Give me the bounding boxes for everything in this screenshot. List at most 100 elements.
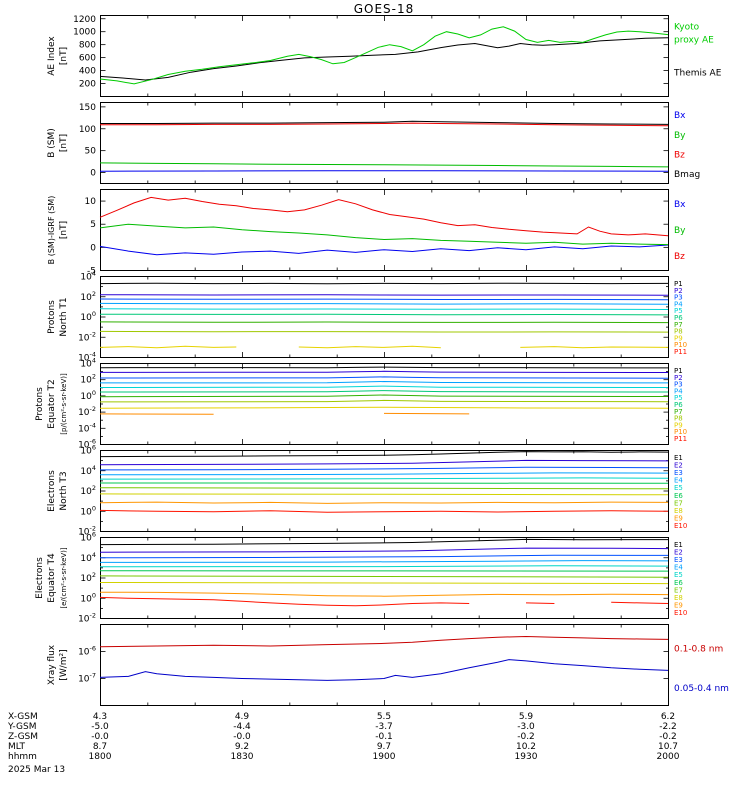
legend-proxy-AE: proxy AE xyxy=(674,36,714,46)
legend-Themis-AE: Themis AE xyxy=(673,68,722,78)
y-tick-label: 100 xyxy=(80,504,96,517)
legend-E7: E7 xyxy=(674,586,683,594)
axis-value-Z-GSM-4: -0.2 xyxy=(659,732,677,742)
legend-E6: E6 xyxy=(674,579,683,587)
series-P7 xyxy=(99,394,669,398)
series-E2 xyxy=(99,459,669,466)
panel-ae-index: 200 400 600 800 1000 1200 AE Index [nT] Kyoto pro… xyxy=(47,15,722,97)
legend-P10: P10 xyxy=(674,341,687,349)
legend-Bz: Bz xyxy=(674,252,685,262)
panel-protons-equator-t2: 10-6 10-4 10-2 100 102 104 Protons Equator T2 [p… xyxy=(35,357,687,451)
y-tick-label: 800 xyxy=(79,41,96,51)
axis-value-Z-GSM-3: -0.2 xyxy=(517,732,535,742)
y-axis-title: [e/(cm²-s-sr-keV)] xyxy=(60,547,68,609)
legend-E5: E5 xyxy=(674,571,683,579)
panel-frame xyxy=(100,363,669,445)
panel-b-sm-igrf: -5 0 5 10 B (SM)-IGRF (SM) [nT] Bx By Bz xyxy=(47,189,686,277)
y-tick-label: 106 xyxy=(80,444,96,457)
axis-value-MLT-4: 10.7 xyxy=(657,742,679,752)
series-P3 xyxy=(99,298,669,301)
series-Bmag xyxy=(100,120,669,125)
legend-Bmag: Bmag xyxy=(674,170,700,180)
legend-E2: E2 xyxy=(674,549,683,557)
axis-value-hhmm-2: 1900 xyxy=(372,752,396,762)
legend-P3: P3 xyxy=(674,381,683,389)
legend-P7: P7 xyxy=(674,408,683,416)
y-tick-label: 0 xyxy=(90,243,96,253)
series-E5 xyxy=(99,565,669,568)
panel-electrons-equator-t4: 10-2 100 102 104 106 Electrons Equator T4 [e/(c… xyxy=(35,531,687,625)
y-tick-label: 10-2 xyxy=(78,405,96,418)
series-By xyxy=(99,223,669,246)
y-tick-label: 104 xyxy=(80,551,96,564)
series-E3 xyxy=(99,554,669,559)
legend-P2: P2 xyxy=(674,374,683,382)
legend-P5: P5 xyxy=(674,307,683,315)
y-axis-title: North T1 xyxy=(59,297,69,336)
legend-E3: E3 xyxy=(674,556,683,564)
y-tick-label: 102 xyxy=(80,290,96,303)
panel-frame xyxy=(100,102,669,184)
legend-Bx: Bx xyxy=(674,200,686,210)
y-tick-label: 10-2 xyxy=(78,525,96,538)
axis-value-Z-GSM-0: -0.0 xyxy=(91,732,109,742)
y-axis-title: Electrons xyxy=(35,557,45,599)
series-E5 xyxy=(99,477,669,480)
series-P3 xyxy=(99,376,669,379)
panel-protons-north-t1: 10-4 10-2 100 102 104 Protons North T1 P1P2P3P4… xyxy=(47,270,687,364)
axis-value-MLT-2: 9.7 xyxy=(376,742,392,752)
panel-frame xyxy=(100,276,669,358)
series-E1 xyxy=(99,538,669,546)
axis-value-X-GSM-1: 4.9 xyxy=(234,712,250,722)
legend-P9: P9 xyxy=(674,334,683,342)
series-E8 xyxy=(99,582,669,585)
legend-P9: P9 xyxy=(674,421,683,429)
legend-E3: E3 xyxy=(674,469,683,477)
series-P2 xyxy=(99,370,669,373)
legend-P10: P10 xyxy=(674,428,687,436)
y-axis-title: [nT] xyxy=(59,47,69,65)
x-axis-block: 2025 Mar 13 X-GSM 4.3 4.9 5.5 5.9 6.2 Y-GSM -5.… xyxy=(0,712,750,797)
series-P7 xyxy=(99,321,669,324)
series-Kyoto-proxy-AE xyxy=(99,26,669,85)
series-E4 xyxy=(99,472,669,476)
legend-E9: E9 xyxy=(674,514,683,522)
series-P5 xyxy=(99,308,669,310)
y-tick-label: 200 xyxy=(79,80,96,90)
y-tick-label: 104 xyxy=(80,270,96,283)
legend-E1: E1 xyxy=(674,541,683,549)
legend-P8: P8 xyxy=(674,415,683,423)
legend-0.1-0.8-nm: 0.1-0.8 nm xyxy=(674,645,723,655)
legend-E4: E4 xyxy=(674,477,683,485)
series-E9 xyxy=(99,501,669,504)
legend-P6: P6 xyxy=(674,314,683,322)
y-tick-label: 10-4 xyxy=(78,351,96,364)
axis-row-label-hhmm: hhmm xyxy=(8,752,37,762)
legend-P11: P11 xyxy=(674,348,687,356)
series-P4 xyxy=(99,380,669,384)
y-axis-title: [p/(cm²-s-sr-keV)] xyxy=(60,373,68,435)
series-P2 xyxy=(99,294,669,296)
series-E9 xyxy=(99,591,669,597)
y-axis-title: Electrons xyxy=(47,470,57,512)
series-Bz xyxy=(99,196,669,237)
legend-Bx: Bx xyxy=(674,111,686,121)
legend-P8: P8 xyxy=(674,328,683,336)
axis-value-hhmm-3: 1930 xyxy=(514,752,538,762)
series-E3 xyxy=(99,466,669,471)
y-tick-label: -5 xyxy=(87,267,96,277)
series-P9 xyxy=(99,406,669,409)
y-tick-label: 10-6 xyxy=(78,645,96,658)
series-P1 xyxy=(99,282,669,285)
y-axis-title: Equator T2 xyxy=(47,379,57,428)
axis-row-label-Y-GSM: Y-GSM xyxy=(8,722,37,732)
y-axis-title: B (SM) xyxy=(47,128,57,158)
panel-frame xyxy=(100,450,669,532)
legend-Bz: Bz xyxy=(674,150,685,160)
series-Bz xyxy=(100,122,669,127)
legend-P4: P4 xyxy=(674,300,683,308)
series-P6 xyxy=(99,313,669,316)
axis-row-label-X-GSM: X-GSM xyxy=(8,712,38,722)
series-P4 xyxy=(99,302,669,305)
